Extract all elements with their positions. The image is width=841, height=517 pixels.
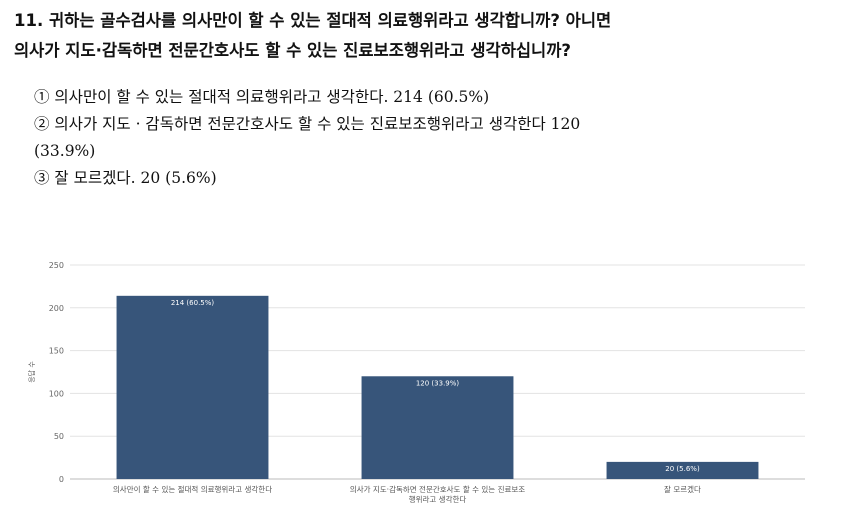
x-tick-label: 의사가 지도·감독하면 전문간호사도 할 수 있는 진료보조 xyxy=(350,484,525,494)
question-line-1: 11. 귀하는 골수검사를 의사만이 할 수 있는 절대적 의료행위라고 생각합… xyxy=(14,11,612,30)
option-2: ② 의사가 지도 · 감독하면 전문간호사도 할 수 있는 진료보조행위라고 생… xyxy=(34,115,581,133)
y-tick-label: 150 xyxy=(49,347,64,356)
y-tick-label: 100 xyxy=(49,389,64,398)
question-text: 11. 귀하는 골수검사를 의사만이 할 수 있는 절대적 의료행위라고 생각합… xyxy=(14,6,829,66)
option-2-continued: (33.9%) xyxy=(34,142,96,160)
x-tick-label: 잘 모르겠다 xyxy=(664,484,701,494)
data-label: 20 (5.6%) xyxy=(665,465,700,473)
option-1: ① 의사만이 할 수 있는 절대적 의료행위라고 생각한다. 214 (60.5… xyxy=(34,88,490,106)
bar xyxy=(361,376,514,479)
response-bar-chart: 0 50 100 150 200 250 응답 수 214 (60.5%) 의사만이 할 수 있… xyxy=(20,252,820,517)
chart-svg: 0 50 100 150 200 250 응답 수 214 (60.5%) 의사만이 할 수 있… xyxy=(27,261,805,504)
bar xyxy=(116,295,269,479)
option-3: ③ 잘 모르겠다. 20 (5.6%) xyxy=(34,169,217,187)
bar xyxy=(606,461,759,479)
x-tick-label: 행위라고 생각한다 xyxy=(409,494,467,504)
y-axis-label: 응답 수 xyxy=(27,361,36,383)
y-tick-label: 50 xyxy=(54,432,64,441)
answer-options: ① 의사만이 할 수 있는 절대적 의료행위라고 생각한다. 214 (60.5… xyxy=(34,84,824,192)
x-tick-label: 의사만이 할 수 있는 절대적 의료행위라고 생각한다 xyxy=(113,484,272,494)
y-tick-label: 250 xyxy=(49,261,64,270)
y-tick-label: 0 xyxy=(59,475,64,484)
data-label: 214 (60.5%) xyxy=(171,299,215,307)
y-tick-label: 200 xyxy=(49,304,64,313)
data-label: 120 (33.9%) xyxy=(416,379,460,387)
question-line-2: 의사가 지도·감독하면 전문간호사도 할 수 있는 진료보조행위라고 생각하십니… xyxy=(14,41,571,60)
